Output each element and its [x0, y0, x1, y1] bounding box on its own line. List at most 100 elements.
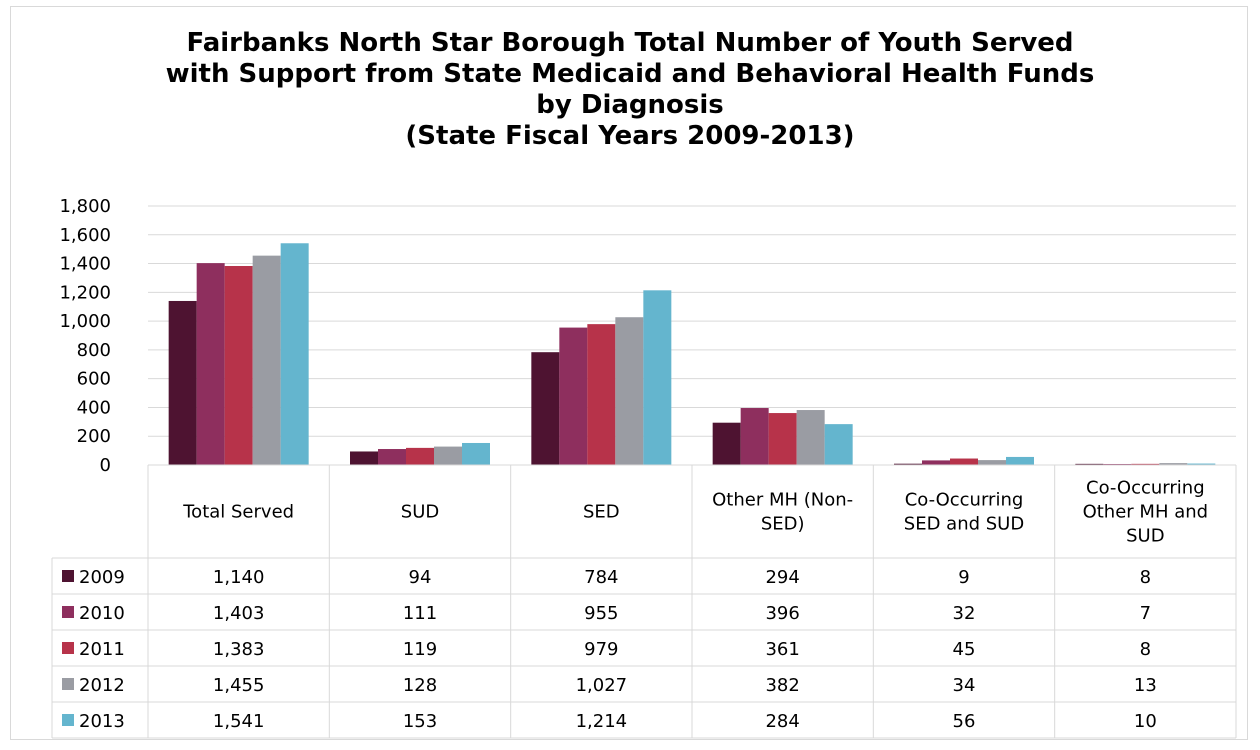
data-table-cell: 153 [403, 711, 437, 732]
data-table-cell: 1,214 [576, 711, 628, 732]
gridlines [148, 205, 1236, 437]
data-table-cell: 8 [1140, 567, 1151, 588]
data-table-cell: 45 [953, 639, 976, 660]
bar-2011 [587, 324, 616, 465]
data-table-cell: 111 [403, 603, 437, 624]
legend-swatch-2011 [62, 642, 74, 654]
data-table-cell: 1,027 [576, 675, 628, 696]
data-table-cell: 1,541 [213, 711, 265, 732]
data-table-cell: 56 [953, 711, 976, 732]
category-label: Co-Occurring [905, 490, 1024, 511]
data-table-cell: 8 [1140, 639, 1151, 660]
data-table-cell: 1,403 [213, 603, 265, 624]
category-label: SUD [1126, 526, 1164, 547]
bar-2010 [378, 449, 406, 465]
bar-2009 [894, 463, 922, 465]
bar-2012 [615, 317, 644, 465]
legend-label-2011: 2011 [79, 639, 125, 660]
legend-swatch-2010 [62, 606, 74, 618]
y-tick-label: 200 [77, 426, 111, 447]
data-table-cell: 7 [1140, 603, 1151, 624]
bar-2013 [1187, 463, 1216, 465]
bar-2009 [168, 300, 197, 465]
bar-2010 [922, 460, 950, 465]
chart-title-line-3: by Diagnosis [536, 90, 724, 120]
bar-2013 [1006, 456, 1034, 465]
bar-2012 [796, 410, 825, 465]
data-table-cell: 128 [403, 675, 437, 696]
data-table-cell: 13 [1134, 675, 1157, 696]
legend-label-2012: 2012 [79, 675, 125, 696]
data-table-cell: 1,383 [213, 639, 265, 660]
bar-2010 [559, 327, 588, 465]
bar-2013 [824, 424, 853, 465]
y-tick-label: 1,600 [59, 225, 111, 246]
bar-2012 [978, 460, 1006, 465]
y-tick-label: 0 [100, 455, 111, 476]
chart-title-line-1: Fairbanks North Star Borough Total Numbe… [186, 28, 1074, 58]
data-table-cell: 94 [409, 567, 432, 588]
data-table-cell: 784 [584, 567, 618, 588]
y-tick-label: 1,400 [59, 254, 111, 275]
category-label: SED [583, 502, 620, 523]
data-table-cell: 979 [584, 639, 618, 660]
data-table-cell: 955 [584, 603, 618, 624]
y-tick-label: 800 [77, 340, 111, 361]
category-label: Other MH (Non- [712, 490, 853, 511]
legend-label-2010: 2010 [79, 603, 125, 624]
bar-2011 [768, 413, 797, 465]
bars [168, 243, 1216, 465]
bar-2010 [1103, 463, 1132, 465]
category-label: SUD [401, 502, 439, 523]
data-table-cell: 1,455 [213, 675, 265, 696]
bar-2011 [406, 447, 434, 465]
bar-2009 [712, 422, 741, 465]
bar-2010 [196, 263, 225, 465]
bar-2009 [350, 451, 378, 465]
y-tick-label: 1,800 [59, 196, 111, 217]
chart-title: Fairbanks North Star Borough Total Numbe… [0, 28, 1260, 152]
y-axis: 0 200 400 600 800 1,000 1,200 1,400 1,600 1,800 [59, 196, 111, 476]
legend-label-2013: 2013 [79, 711, 125, 732]
y-tick-label: 1,000 [59, 311, 111, 332]
bar-2011 [1131, 463, 1160, 465]
data-table-cell: 382 [765, 675, 799, 696]
bar-2013 [462, 442, 490, 465]
bar-2012 [434, 446, 462, 465]
data-table-cell: 34 [953, 675, 976, 696]
bar-2010 [740, 408, 769, 465]
data-table-cell: 284 [765, 711, 799, 732]
bar-2011 [950, 458, 978, 465]
data-table-cell: 1,140 [213, 567, 265, 588]
y-tick-label: 600 [77, 369, 111, 390]
category-label: SED) [761, 514, 805, 535]
data-table-cell: 10 [1134, 711, 1157, 732]
category-label: Total Served [182, 502, 294, 523]
legend-swatch-2009 [62, 570, 74, 582]
bar-2012 [252, 255, 281, 465]
category-label: SED and SUD [904, 514, 1024, 535]
chart-title-line-2: with Support from State Medicaid and Beh… [165, 59, 1095, 89]
bar-2012 [1159, 463, 1188, 465]
category-label: Other MH and [1083, 502, 1208, 523]
data-table-cell: 294 [765, 567, 799, 588]
bar-2009 [531, 352, 560, 465]
data-table: Total Served SUD SED Other MH (Non- SED) Co-O… [51, 464, 1237, 739]
data-table-cell: 361 [765, 639, 799, 660]
legend-swatch-2013 [62, 714, 74, 726]
data-table-cell: 396 [765, 603, 799, 624]
bar-2013 [643, 290, 672, 465]
y-tick-label: 400 [77, 397, 111, 418]
data-table-cell: 119 [403, 639, 437, 660]
data-table-cell: 9 [958, 567, 969, 588]
bar-2011 [224, 266, 253, 465]
data-table-cell: 32 [953, 603, 976, 624]
bar-2013 [280, 243, 309, 465]
legend-label-2009: 2009 [79, 567, 125, 588]
legend-swatch-2012 [62, 678, 74, 690]
category-label: Co-Occurring [1086, 478, 1205, 499]
chart-title-line-4: (State Fiscal Years 2009-2013) [405, 121, 855, 151]
y-tick-label: 1,200 [59, 282, 111, 303]
bar-2009 [1075, 463, 1104, 465]
